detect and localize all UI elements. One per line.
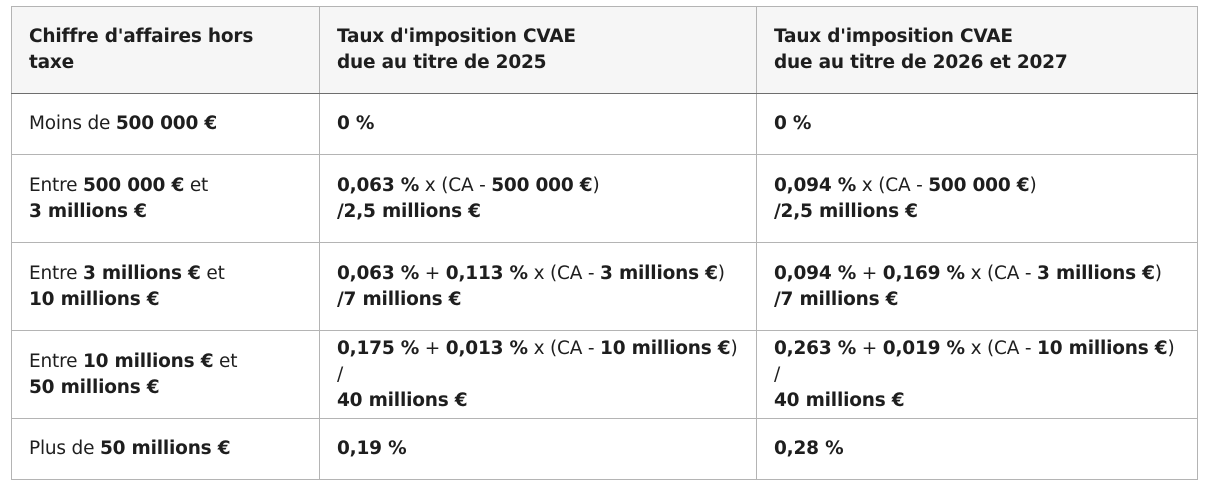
rate-2025-cell: 0,063 % x (CA - 500 000 €) /2,5 millions… xyxy=(319,154,757,243)
header-revenue: Chiffre d'affaires hors taxe xyxy=(11,6,320,94)
revenue-amount: 500 000 € xyxy=(115,113,218,134)
revenue-amount-low: 3 millions € xyxy=(82,262,201,284)
revenue-amount-high: 10 millions € xyxy=(29,288,160,310)
rate-threshold: 3 millions € xyxy=(1037,262,1155,284)
rate-close: ) / xyxy=(337,337,738,385)
header-revenue-label: Chiffre d'affaires hors taxe xyxy=(29,26,254,73)
rate-close: ) xyxy=(1029,174,1037,196)
rate-divisor: /2,5 millions € xyxy=(774,200,918,222)
revenue-cell: Entre 3 millions € et 10 millions € xyxy=(11,242,320,331)
revenue-prefix: Plus de xyxy=(29,438,100,459)
table-row: Entre 10 millions € et 50 millions € 0,1… xyxy=(11,330,1198,419)
rate-threshold: 10 millions € xyxy=(1037,337,1168,359)
rate-close: ) xyxy=(592,174,600,196)
table-row: Entre 500 000 € et 3 millions € 0,063 % … xyxy=(11,154,1198,243)
header-rate-2025-line2: due au titre de 2025 xyxy=(337,52,547,73)
rate-threshold: 500 000 € xyxy=(928,174,1030,196)
revenue-cell: Moins de 500 000 € xyxy=(11,93,320,155)
table-row: Entre 3 millions € et 10 millions € 0,06… xyxy=(11,242,1198,331)
rate-coefficient: 0,113 % xyxy=(445,262,528,284)
rate-operator: x (CA - xyxy=(964,262,1038,284)
rate-2026-2027-cell: 0 % xyxy=(756,93,1198,155)
rate-operator: x (CA - xyxy=(856,174,929,196)
rate-value: 0,19 % xyxy=(337,438,407,459)
rate-plus: + xyxy=(419,262,446,284)
revenue-prefix: Entre xyxy=(29,350,83,372)
table-row: Plus de 50 millions € 0,19 % 0,28 % xyxy=(11,418,1198,480)
revenue-prefix: Entre xyxy=(29,262,83,284)
rate-close: ) xyxy=(717,262,725,284)
rate-operator: x (CA - xyxy=(964,337,1038,359)
revenue-cell: Plus de 50 millions € xyxy=(11,418,320,480)
revenue-cell: Entre 10 millions € et 50 millions € xyxy=(11,330,320,419)
rate-value: 0,28 % xyxy=(774,438,844,459)
revenue-prefix: Entre xyxy=(29,174,83,196)
rate-coefficient: 0,063 % xyxy=(337,174,420,196)
rate-2025-cell: 0,063 % + 0,113 % x (CA - 3 millions €) … xyxy=(319,242,757,331)
revenue-amount-low: 10 millions € xyxy=(82,350,214,372)
rate-plus: + xyxy=(419,337,446,359)
rate-divisor: /7 millions € xyxy=(337,288,462,310)
rate-coefficient: 0,169 % xyxy=(882,262,965,284)
table-row: Moins de 500 000 € 0 % 0 % xyxy=(11,93,1198,155)
rate-base: 0,063 % xyxy=(337,262,420,284)
revenue-conj: et xyxy=(200,262,225,284)
rate-divisor: 40 millions € xyxy=(774,389,905,411)
cvae-rate-table: Chiffre d'affaires hors taxe Taux d'impo… xyxy=(11,6,1198,480)
rate-2026-2027-cell: 0,094 % + 0,169 % x (CA - 3 millions €) … xyxy=(756,242,1198,331)
rate-threshold: 10 millions € xyxy=(600,337,731,359)
revenue-amount: 50 millions € xyxy=(99,438,231,459)
rate-close: ) xyxy=(1154,262,1162,284)
rate-base: 0,263 % xyxy=(774,337,857,359)
rate-divisor: /7 millions € xyxy=(774,288,899,310)
header-rate-2026-2027: Taux d'imposition CVAE due au titre de 2… xyxy=(756,6,1198,94)
revenue-amount-low: 500 000 € xyxy=(82,174,185,196)
rate-plus: + xyxy=(856,337,883,359)
rate-2026-2027-cell: 0,263 % + 0,019 % x (CA - 10 millions €)… xyxy=(756,330,1198,419)
rate-coefficient: 0,019 % xyxy=(882,337,965,359)
header-rate-2025: Taux d'imposition CVAE due au titre de 2… xyxy=(319,6,757,94)
revenue-cell: Entre 500 000 € et 3 millions € xyxy=(11,154,320,243)
rate-coefficient: 0,094 % xyxy=(774,174,857,196)
rate-operator: x (CA - xyxy=(527,337,601,359)
rate-base: 0,094 % xyxy=(774,262,857,284)
revenue-conj: et xyxy=(213,350,238,372)
rate-close: ) / xyxy=(774,337,1175,385)
rate-base: 0,175 % xyxy=(337,337,420,359)
rate-2025-cell: 0,19 % xyxy=(319,418,757,480)
rate-divisor: 40 millions € xyxy=(337,389,468,411)
rate-coefficient: 0,013 % xyxy=(445,337,528,359)
revenue-amount-high: 50 millions € xyxy=(29,376,160,398)
rate-value: 0 % xyxy=(337,113,375,134)
rate-threshold: 500 000 € xyxy=(491,174,593,196)
rate-divisor: /2,5 millions € xyxy=(337,200,481,222)
rate-plus: + xyxy=(856,262,883,284)
header-row: Chiffre d'affaires hors taxe Taux d'impo… xyxy=(11,6,1198,94)
rate-threshold: 3 millions € xyxy=(600,262,718,284)
rate-value: 0 % xyxy=(774,113,812,134)
rate-operator: x (CA - xyxy=(419,174,492,196)
revenue-amount-high: 3 millions € xyxy=(29,200,147,222)
header-rate-2026-2027-line2: due au titre de 2026 et 2027 xyxy=(774,52,1068,73)
header-rate-2026-2027-line1: Taux d'imposition CVAE xyxy=(774,26,1013,47)
rate-2026-2027-cell: 0,094 % x (CA - 500 000 €) /2,5 millions… xyxy=(756,154,1198,243)
rate-2025-cell: 0,175 % + 0,013 % x (CA - 10 millions €)… xyxy=(319,330,757,419)
rate-2025-cell: 0 % xyxy=(319,93,757,155)
rate-operator: x (CA - xyxy=(527,262,601,284)
revenue-conj: et xyxy=(184,174,209,196)
revenue-prefix: Moins de xyxy=(29,113,116,134)
rate-2026-2027-cell: 0,28 % xyxy=(756,418,1198,480)
header-rate-2025-line1: Taux d'imposition CVAE xyxy=(337,26,576,47)
